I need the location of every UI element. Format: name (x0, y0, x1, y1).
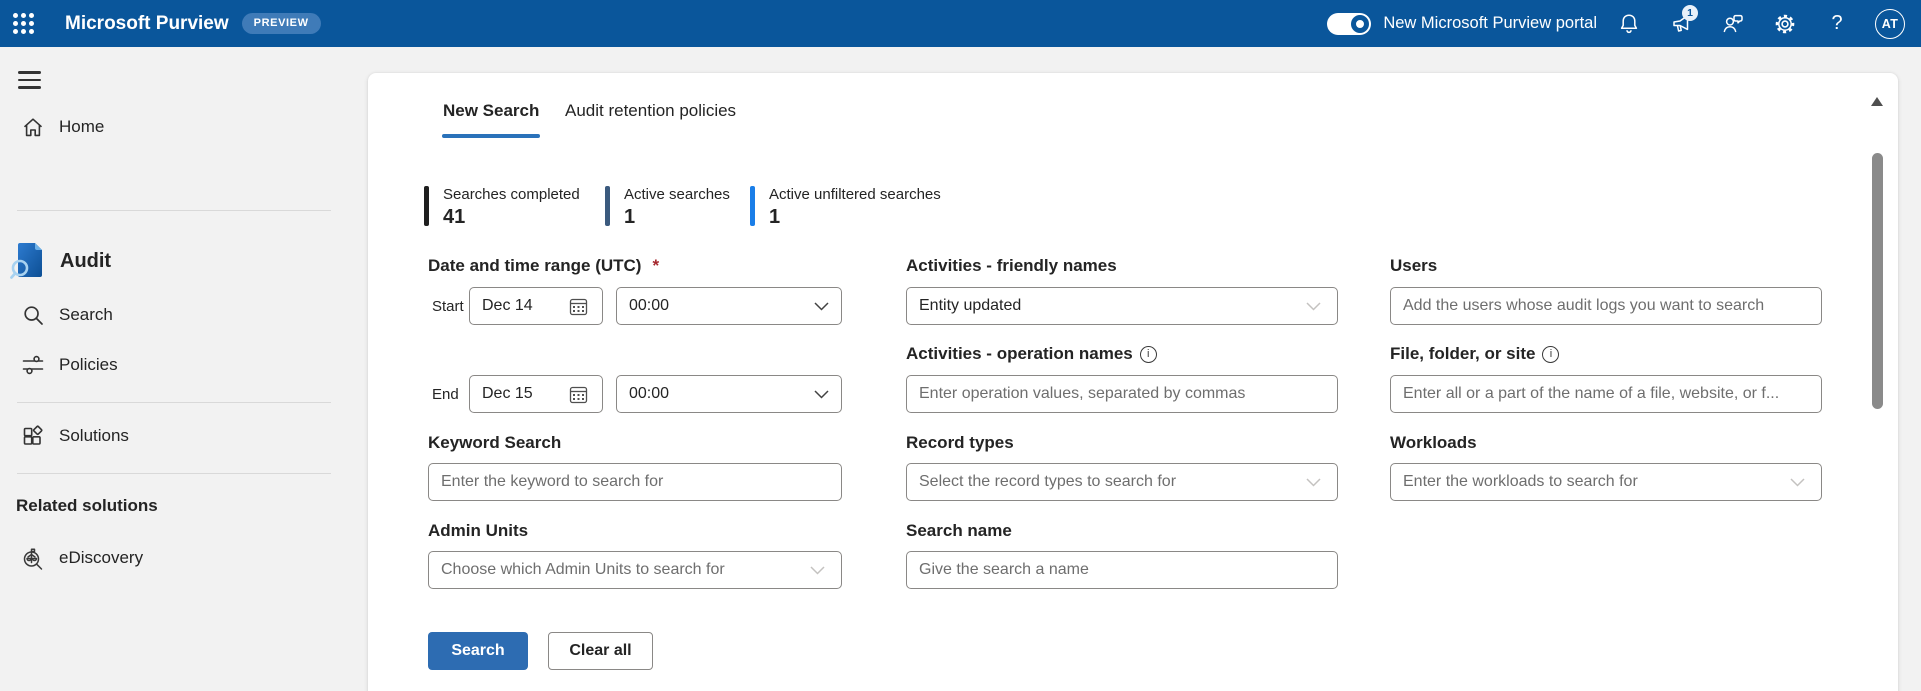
chevron-down-icon (814, 389, 829, 399)
app-title: Microsoft Purview (65, 12, 229, 34)
nav-divider (17, 402, 331, 403)
record-types-label: Record types (906, 433, 1014, 452)
keyword-search-input[interactable] (428, 463, 842, 501)
start-time-dropdown[interactable]: 00:00 (616, 287, 842, 325)
activities-friendly-label: Activities - friendly names (906, 256, 1117, 275)
file-folder-site-input[interactable] (1390, 375, 1822, 413)
sidebar-item-solutions[interactable]: Solutions (0, 414, 335, 458)
stat-bar-icon (424, 186, 429, 226)
users-input[interactable] (1390, 287, 1822, 325)
chevron-down-icon (814, 301, 829, 311)
sidebar-item-ediscovery[interactable]: eDiscovery (0, 536, 335, 580)
stat-value: 1 (769, 206, 781, 228)
stat-label: Active unfiltered searches (769, 186, 941, 203)
announcements-button[interactable]: 1 (1655, 0, 1707, 47)
sidebar-item-label: Search (59, 305, 113, 324)
required-asterisk: * (652, 256, 660, 275)
search-name-input[interactable] (906, 551, 1338, 589)
audit-search-panel: New Search Audit retention policies Sear… (368, 73, 1898, 691)
stat-bar-icon (605, 186, 610, 226)
toggle-knob-icon (1351, 14, 1370, 33)
stat-active-unfiltered-searches: Active unfiltered searches 1 (750, 186, 941, 229)
feedback-button[interactable] (1707, 0, 1759, 47)
file-folder-site-label: File, folder, or site i (1390, 344, 1560, 364)
scrollbar-up-arrow-icon[interactable] (1871, 97, 1883, 106)
sidebar-item-search[interactable]: Search (0, 293, 335, 337)
new-portal-toggle-label: New Microsoft Purview portal (1383, 14, 1597, 32)
scrollbar-thumb[interactable] (1872, 153, 1883, 409)
stat-label: Searches completed (443, 186, 580, 203)
search-name-label: Search name (906, 521, 1012, 540)
home-icon (20, 117, 46, 138)
gear-icon (1775, 14, 1795, 33)
bell-icon (1620, 14, 1638, 34)
policies-icon (20, 355, 46, 375)
top-bar: Microsoft Purview PREVIEW New Microsoft … (0, 0, 1921, 47)
sidebar-item-label: Policies (59, 355, 118, 374)
start-label: Start (432, 298, 464, 315)
ediscovery-icon (20, 546, 46, 571)
active-tab-underline (442, 134, 540, 138)
end-time-dropdown[interactable]: 00:00 (616, 375, 842, 413)
audit-icon (8, 241, 50, 281)
account-avatar[interactable]: AT (1875, 8, 1905, 39)
start-time-value: 00:00 (629, 297, 670, 314)
record-types-dropdown[interactable] (906, 463, 1338, 501)
stat-active-searches: Active searches 1 (605, 186, 730, 229)
nav-divider (17, 473, 331, 474)
nav-collapse-button[interactable] (18, 71, 44, 91)
admin-units-dropdown[interactable] (428, 551, 842, 589)
start-date-input[interactable] (469, 287, 603, 325)
nav-divider (17, 210, 331, 211)
date-range-label: Date and time range (UTC) * (428, 256, 660, 275)
search-icon (20, 305, 46, 326)
operation-names-input[interactable] (906, 375, 1338, 413)
question-mark-icon: ? (1831, 12, 1843, 34)
keyword-search-label: Keyword Search (428, 433, 562, 452)
help-button[interactable]: ? (1811, 0, 1863, 47)
new-portal-toggle[interactable] (1327, 12, 1372, 35)
admin-units-label: Admin Units (428, 521, 529, 540)
announcements-count-badge: 1 (1682, 5, 1698, 21)
clear-all-button[interactable]: Clear all (548, 632, 653, 670)
preview-badge: PREVIEW (241, 13, 321, 34)
end-time-value: 00:00 (629, 385, 670, 402)
end-label: End (432, 386, 459, 403)
tab-audit-retention-policies[interactable]: Audit retention policies (565, 101, 737, 120)
sidebar-item-label: Solutions (59, 426, 129, 445)
left-nav: Home Audit (0, 47, 345, 691)
sidebar-item-label: Audit (60, 249, 112, 272)
search-button[interactable]: Search (428, 632, 528, 670)
settings-button[interactable] (1759, 0, 1811, 47)
stat-label: Active searches (624, 186, 730, 203)
stat-value: 41 (443, 206, 466, 228)
sidebar-item-policies[interactable]: Policies (0, 343, 335, 387)
sidebar-item-label: Home (59, 117, 105, 136)
stat-searches-completed: Searches completed 41 (424, 186, 580, 229)
sidebar-item-label: eDiscovery (59, 548, 144, 567)
solutions-icon (20, 425, 46, 447)
stat-bar-icon (750, 186, 755, 226)
app-launcher-button[interactable] (0, 0, 47, 47)
operation-names-label: Activities - operation names i (906, 344, 1157, 364)
activities-friendly-combobox[interactable] (906, 287, 1338, 325)
workloads-dropdown[interactable] (1390, 463, 1822, 501)
info-icon[interactable]: i (1139, 345, 1157, 363)
notifications-button[interactable] (1603, 0, 1655, 47)
waffle-icon (13, 13, 34, 34)
users-label: Users (1390, 256, 1438, 275)
related-solutions-header: Related solutions (16, 496, 158, 515)
person-feedback-icon (1723, 14, 1743, 33)
sidebar-item-home[interactable]: Home (0, 105, 335, 149)
megaphone-icon (1672, 14, 1688, 32)
info-icon[interactable]: i (1542, 345, 1560, 363)
tab-new-search[interactable]: New Search (443, 101, 540, 120)
sidebar-item-audit[interactable]: Audit (0, 237, 335, 285)
stat-value: 1 (624, 206, 636, 228)
workloads-label: Workloads (1390, 433, 1477, 452)
end-date-input[interactable] (469, 375, 603, 413)
